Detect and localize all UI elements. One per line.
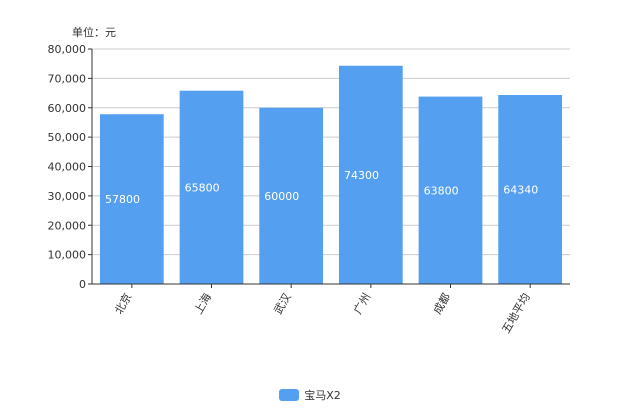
bar-value-label: 57800 bbox=[105, 193, 140, 206]
x-tick-label: 五地平均 bbox=[500, 291, 533, 336]
x-tick-label: 成都 bbox=[431, 291, 453, 317]
y-tick-label: 10,000 bbox=[48, 249, 87, 262]
x-tick-label: 北京 bbox=[111, 291, 134, 317]
y-tick-label: 30,000 bbox=[48, 190, 87, 203]
x-tick-label: 武汉 bbox=[272, 291, 294, 317]
bar-value-label: 63800 bbox=[424, 184, 459, 197]
x-tick-label: 上海 bbox=[191, 291, 214, 317]
bar bbox=[338, 65, 403, 285]
y-tick-label: 60,000 bbox=[48, 102, 87, 115]
y-tick-label: 20,000 bbox=[48, 219, 87, 232]
legend[interactable]: 宝马X2 bbox=[0, 387, 620, 403]
bar bbox=[179, 90, 244, 285]
bar-value-label: 74300 bbox=[344, 169, 379, 182]
y-tick-label: 50,000 bbox=[48, 131, 87, 144]
x-tick-label: 广州 bbox=[351, 291, 373, 317]
bar bbox=[259, 107, 324, 284]
y-tick-label: 40,000 bbox=[48, 161, 87, 174]
bar bbox=[418, 96, 483, 285]
y-tick-label: 0 bbox=[79, 278, 86, 291]
y-tick-label: 70,000 bbox=[48, 72, 87, 85]
bar-value-label: 64340 bbox=[503, 184, 538, 197]
legend-label: 宝马X2 bbox=[304, 389, 341, 402]
y-tick-label: 80,000 bbox=[48, 43, 87, 56]
unit-label: 单位：元 bbox=[72, 26, 116, 39]
bar bbox=[99, 114, 164, 285]
legend-swatch bbox=[279, 389, 300, 401]
bar bbox=[498, 95, 563, 284]
bar-value-label: 65800 bbox=[185, 181, 220, 194]
bar-value-label: 60000 bbox=[264, 190, 299, 203]
